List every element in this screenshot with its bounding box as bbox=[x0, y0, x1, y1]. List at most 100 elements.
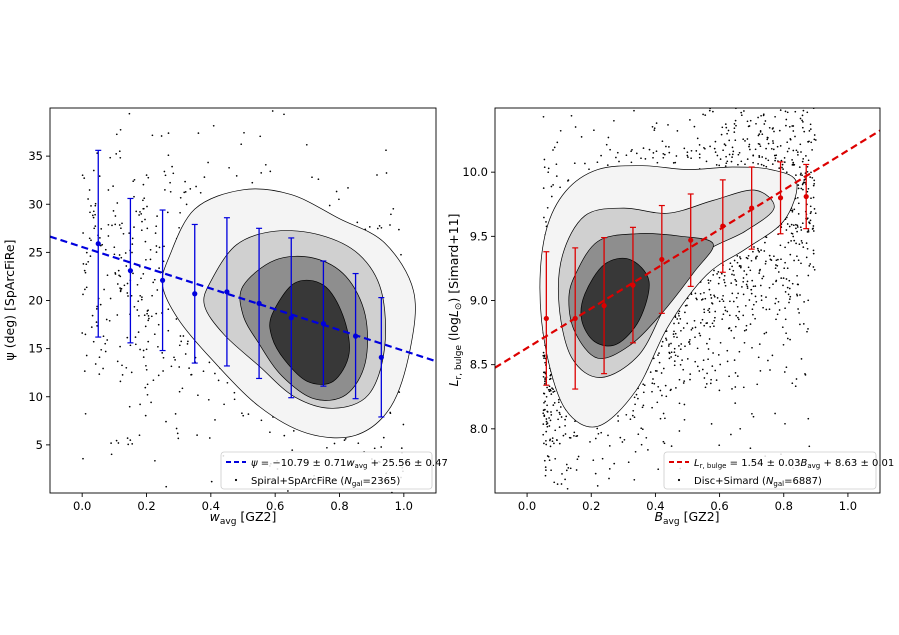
right-y-tick-label: 8.0 bbox=[470, 422, 488, 436]
right-scatter-point bbox=[707, 309, 709, 312]
left-scatter-point bbox=[187, 340, 189, 343]
right-scatter-point bbox=[542, 351, 545, 354]
right-scatter-point bbox=[673, 335, 675, 338]
right-scatter-point bbox=[665, 395, 668, 398]
right-scatter-point bbox=[668, 343, 670, 346]
left-scatter-point bbox=[84, 412, 87, 415]
right-scatter-point bbox=[704, 386, 707, 389]
left-scatter-point bbox=[156, 289, 159, 291]
right-scatter-point bbox=[743, 329, 746, 332]
left-scatter-point bbox=[240, 143, 243, 146]
right-scatter-point bbox=[652, 378, 654, 380]
right-legend-box bbox=[663, 451, 877, 490]
left-scatter-point bbox=[243, 131, 245, 134]
right-scatter-point bbox=[785, 278, 788, 280]
right-scatter-point bbox=[771, 128, 774, 130]
right-scatter-point bbox=[738, 310, 741, 313]
left-scatter-point bbox=[138, 434, 141, 437]
left-scatter-point bbox=[154, 459, 156, 462]
left-scatter-point bbox=[347, 187, 349, 189]
left-scatter-point bbox=[103, 288, 105, 291]
right-scatter-point bbox=[803, 179, 806, 181]
right-scatter-point bbox=[739, 266, 742, 269]
left-scatter-point bbox=[146, 205, 148, 208]
right-scatter-point bbox=[706, 322, 709, 324]
left-scatter-point bbox=[127, 295, 129, 297]
right-scatter-point bbox=[722, 149, 724, 152]
right-scatter-point bbox=[551, 387, 553, 389]
left-scatter-point bbox=[119, 275, 122, 278]
right-scatter-point bbox=[673, 322, 675, 325]
right-scatter-point bbox=[668, 151, 671, 154]
right-scatter-point bbox=[656, 401, 659, 404]
right-scatter-point bbox=[651, 406, 653, 409]
right-scatter-point bbox=[765, 296, 767, 298]
right-axes-layer: 0.0 0.2 0.4 0.6 0.8 1.0 8.0 8.5 9.0 9.5 10.0 bbox=[462, 165, 857, 513]
right-scatter-point bbox=[678, 314, 680, 317]
right-scatter-point bbox=[796, 255, 798, 258]
right-scatter-point bbox=[709, 325, 712, 328]
left-scatter-point bbox=[214, 372, 216, 375]
right-scatter-point bbox=[607, 434, 609, 437]
right-scatter-point bbox=[690, 149, 693, 152]
right-scatter-point bbox=[694, 292, 697, 295]
right-scatter-point bbox=[711, 322, 714, 325]
right-scatter-point bbox=[710, 378, 712, 381]
left-scatter-point bbox=[84, 333, 87, 336]
left-scatter-point bbox=[147, 176, 150, 179]
right-scatter-point bbox=[754, 295, 757, 298]
left-legend-fit-label: ψ = −10.79 ± 0.71wavg + 25.56 ± 0.47 bbox=[251, 458, 448, 470]
left-scatter-point bbox=[185, 203, 188, 206]
left-y-axis-label: ψ (deg) [SpArcFiRe] bbox=[2, 240, 17, 361]
right-scatter-point bbox=[633, 478, 636, 481]
right-scatter-point bbox=[652, 357, 655, 360]
right-scatter-point bbox=[719, 158, 722, 160]
right-scatter-point bbox=[782, 284, 784, 287]
right-scatter-point bbox=[712, 352, 714, 354]
left-scatter-point bbox=[140, 229, 143, 232]
left-scatter-point bbox=[385, 149, 387, 152]
left-scatter-point bbox=[136, 283, 139, 286]
right-scatter-point bbox=[768, 308, 771, 311]
right-scatter-point bbox=[776, 264, 779, 267]
right-scatter-point bbox=[674, 161, 677, 164]
left-scatter-point bbox=[119, 287, 121, 289]
right-scatter-point bbox=[653, 382, 656, 385]
left-scatter-point bbox=[144, 218, 146, 221]
right-scatter-point bbox=[656, 161, 659, 164]
right-scatter-point bbox=[556, 439, 558, 441]
left-scatter-point bbox=[226, 381, 229, 384]
left-scatter-point bbox=[116, 314, 119, 316]
left-scatter-point bbox=[133, 305, 136, 308]
right-scatter-point bbox=[801, 222, 804, 225]
left-scatter-point bbox=[292, 430, 295, 432]
left-binned-point bbox=[352, 333, 359, 339]
left-scatter-point bbox=[356, 221, 359, 224]
right-scatter-point bbox=[807, 274, 810, 277]
right-scatter-point bbox=[542, 423, 545, 425]
right-scatter-point bbox=[733, 359, 736, 361]
left-scatter-point bbox=[180, 340, 183, 343]
right-scatter-point bbox=[767, 136, 769, 139]
right-scatter-point bbox=[677, 355, 679, 358]
right-scatter-point bbox=[630, 150, 632, 153]
right-scatter-point bbox=[596, 485, 599, 487]
right-plot-frame bbox=[494, 107, 881, 494]
right-scatter-point bbox=[807, 141, 810, 143]
right-scatter-point bbox=[548, 459, 551, 462]
right-scatter-point bbox=[670, 445, 673, 447]
left-scatter-point bbox=[141, 220, 143, 223]
right-scatter-point bbox=[797, 283, 800, 286]
right-scatter-point bbox=[725, 162, 728, 165]
right-scatter-point bbox=[705, 160, 708, 163]
left-y-tick-label: 10 bbox=[28, 390, 43, 404]
right-scatter-point bbox=[795, 174, 797, 176]
right-scatter-point bbox=[809, 212, 812, 215]
left-scatter-point bbox=[98, 175, 101, 177]
right-scatter-point bbox=[797, 154, 799, 156]
right-scatter-point bbox=[607, 136, 610, 139]
right-scatter-point bbox=[785, 366, 788, 369]
left-scatter-point bbox=[137, 331, 140, 333]
left-binned-point bbox=[320, 321, 327, 327]
right-scatter-point bbox=[543, 401, 545, 404]
